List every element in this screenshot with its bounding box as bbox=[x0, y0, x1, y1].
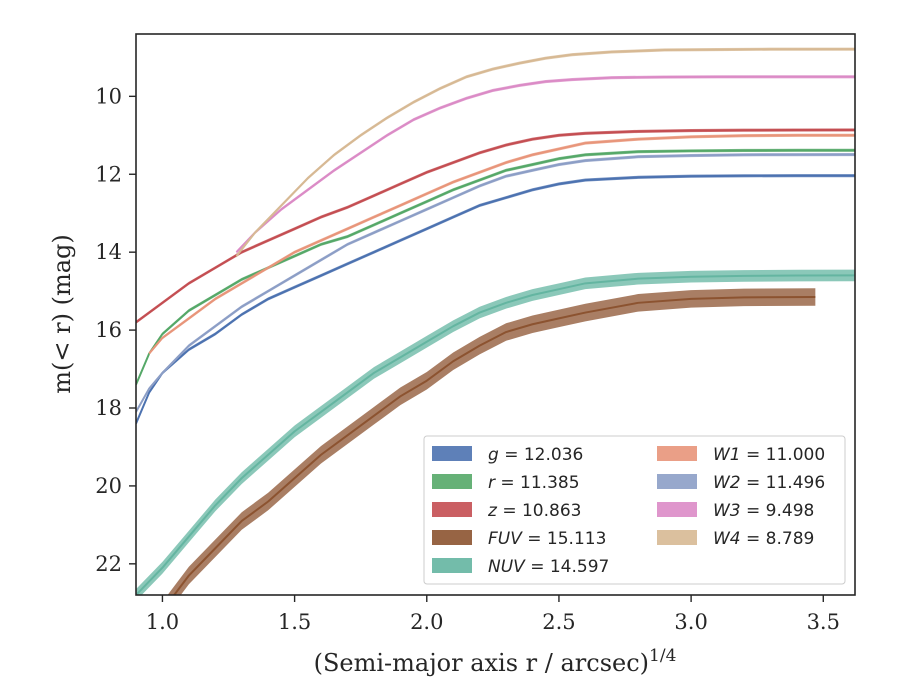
series-w1-band bbox=[149, 133, 855, 356]
legend-item-z: z = 10.863 bbox=[432, 501, 581, 521]
x-tick-label: 3.0 bbox=[674, 610, 707, 634]
series-r-band bbox=[136, 148, 855, 387]
legend-series-value: = 12.036 bbox=[499, 445, 584, 465]
x-axis: 1.0 1.5 2.0 2.5 3.0 3.5 bbox=[146, 595, 840, 634]
legend-series-name: g bbox=[488, 445, 499, 465]
y-axis-title: m(< r) (mag) bbox=[48, 234, 76, 393]
series-w3-band bbox=[236, 75, 855, 254]
series-fuv-curve bbox=[167, 288, 816, 595]
legend-label: W1 = 11.000 bbox=[713, 445, 825, 465]
legend-series-value: = 11.000 bbox=[741, 445, 826, 465]
legend-item-g: g = 12.036 bbox=[432, 445, 583, 465]
legend-series-name: r bbox=[488, 473, 496, 493]
x-axis-title-main: (Semi-major axis r / arcsec) bbox=[314, 649, 649, 677]
series-w1-curve bbox=[148, 133, 855, 356]
legend-series-name: W1 bbox=[713, 445, 741, 465]
legend-swatch bbox=[432, 446, 472, 461]
series-layer bbox=[136, 47, 855, 595]
legend-series-name: z bbox=[487, 501, 498, 521]
legend-label: r = 11.385 bbox=[488, 473, 580, 493]
series-w4-line bbox=[235, 48, 855, 257]
series-nuv-curve bbox=[136, 269, 855, 595]
legend-item-fuv: FUV = 15.113 bbox=[432, 529, 606, 549]
legend-label: z = 10.863 bbox=[487, 501, 581, 521]
y-axis: 10 12 14 16 18 20 22 bbox=[95, 84, 136, 576]
legend-series-name: W3 bbox=[713, 501, 741, 521]
legend-swatch bbox=[657, 446, 697, 461]
x-tick-label: 1.0 bbox=[146, 610, 179, 634]
legend-series-name: FUV bbox=[488, 529, 523, 549]
legend-label: NUV = 14.597 bbox=[488, 557, 609, 577]
legend-box bbox=[423, 435, 846, 585]
legend-series-name: W2 bbox=[713, 473, 741, 493]
series-w4-curve bbox=[235, 47, 855, 258]
legend-item-nuv: NUV = 14.597 bbox=[432, 557, 609, 577]
y-tick-label: 20 bbox=[95, 474, 122, 498]
x-tick-label: 3.5 bbox=[807, 610, 840, 634]
series-w1-line bbox=[148, 134, 855, 355]
legend-swatch bbox=[432, 530, 472, 545]
legend-swatch bbox=[657, 530, 697, 545]
legend-series-value: = 11.385 bbox=[495, 473, 580, 493]
legend-label: FUV = 15.113 bbox=[488, 529, 606, 549]
legend-label: W3 = 9.498 bbox=[713, 501, 814, 521]
series-w3-line bbox=[235, 75, 855, 253]
series-fuv-line bbox=[172, 295, 816, 595]
y-tick-label: 16 bbox=[95, 318, 122, 342]
x-tick-label: 2.5 bbox=[542, 610, 575, 634]
x-tick-label: 2.0 bbox=[410, 610, 443, 634]
legend-swatch bbox=[432, 474, 472, 489]
legend-label: W2 = 11.496 bbox=[713, 473, 825, 493]
legend-series-name: W4 bbox=[713, 529, 741, 549]
legend-swatch bbox=[432, 502, 472, 517]
series-z-line bbox=[136, 128, 855, 324]
legend-swatch bbox=[657, 502, 697, 517]
legend-series-value: = 11.496 bbox=[741, 473, 826, 493]
legend-item-w3: W3 = 9.498 bbox=[657, 501, 814, 521]
legend-series-value: = 9.498 bbox=[741, 501, 815, 521]
y-tick-label: 14 bbox=[95, 240, 122, 264]
legend-swatch bbox=[432, 558, 472, 573]
series-r-curve bbox=[136, 148, 855, 387]
series-z-curve bbox=[136, 128, 855, 324]
legend-series-name: NUV bbox=[488, 557, 526, 577]
x-axis-title: (Semi-major axis r / arcsec)1/4 bbox=[314, 646, 677, 677]
legend-item-r: r = 11.385 bbox=[432, 473, 580, 493]
series-g-line bbox=[136, 174, 855, 424]
legend-swatch bbox=[657, 474, 697, 489]
legend-series-value: = 8.789 bbox=[741, 529, 815, 549]
series-r-line bbox=[136, 149, 855, 386]
legend-item-w1: W1 = 11.000 bbox=[657, 445, 825, 465]
legend-series-value: = 15.113 bbox=[522, 529, 607, 549]
plot-area-frame bbox=[135, 33, 856, 596]
legend-item-w2: W2 = 11.496 bbox=[657, 473, 825, 493]
legend-label: W4 = 8.789 bbox=[713, 529, 814, 549]
series-nuv-line bbox=[136, 274, 855, 595]
series-w3-curve bbox=[235, 75, 855, 254]
x-axis-title-exponent: 1/4 bbox=[649, 646, 676, 666]
series-w2-curve bbox=[136, 153, 855, 414]
series-w2-line bbox=[136, 153, 855, 413]
legend-label: g = 12.036 bbox=[488, 445, 583, 465]
legend-series-value: = 14.597 bbox=[525, 557, 610, 577]
legend-item-w4: W4 = 8.789 bbox=[657, 529, 814, 549]
x-tick-label: 1.5 bbox=[278, 610, 311, 634]
y-tick-label: 10 bbox=[95, 84, 122, 108]
legend-series-value: = 10.863 bbox=[497, 501, 582, 521]
y-tick-label: 22 bbox=[95, 552, 122, 576]
y-tick-label: 18 bbox=[95, 396, 122, 420]
series-g-curve bbox=[136, 174, 855, 426]
y-tick-label: 12 bbox=[95, 162, 122, 186]
